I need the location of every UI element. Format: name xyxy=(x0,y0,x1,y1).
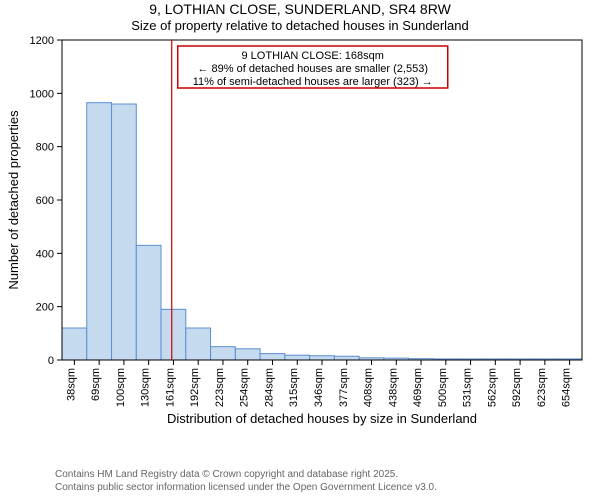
histogram-bar xyxy=(62,328,87,360)
histogram-bar xyxy=(285,355,310,360)
chart-title-2: Size of property relative to detached ho… xyxy=(131,18,469,33)
xtick-label: 100sqm xyxy=(115,368,127,407)
xtick-label: 408sqm xyxy=(363,368,375,407)
footer: Contains HM Land Registry data © Crown c… xyxy=(55,469,437,494)
xtick-label: 315sqm xyxy=(288,368,300,407)
xtick-label: 192sqm xyxy=(189,368,201,407)
ytick-label: 1200 xyxy=(30,35,54,47)
histogram-bar xyxy=(334,356,359,360)
ytick-label: 400 xyxy=(36,248,54,260)
xtick-label: 130sqm xyxy=(140,368,152,407)
xtick-label: 531sqm xyxy=(462,368,474,407)
histogram-bar xyxy=(161,309,186,360)
footer-line-1: Contains HM Land Registry data © Crown c… xyxy=(55,469,437,482)
xtick-label: 284sqm xyxy=(263,368,275,407)
xtick-label: 161sqm xyxy=(164,368,176,407)
xtick-label: 254sqm xyxy=(239,368,251,407)
xtick-label: 562sqm xyxy=(486,368,498,407)
histogram-bar xyxy=(260,354,285,360)
histogram-bar xyxy=(186,328,211,360)
chart-title-1: 9, LOTHIAN CLOSE, SUNDERLAND, SR4 8RW xyxy=(149,1,451,17)
histogram-bar xyxy=(310,356,335,360)
y-axis-label: Number of detached properties xyxy=(6,110,21,290)
histogram-bar xyxy=(112,104,137,360)
histogram-bar xyxy=(136,245,161,360)
xtick-label: 346sqm xyxy=(313,368,325,407)
xtick-label: 654sqm xyxy=(561,368,573,407)
ytick-label: 200 xyxy=(36,302,54,314)
xtick-label: 38sqm xyxy=(65,368,77,401)
histogram-bar xyxy=(211,347,236,360)
ytick-label: 1000 xyxy=(30,88,54,100)
xtick-label: 223sqm xyxy=(214,368,226,407)
footer-line-2: Contains public sector information licen… xyxy=(55,482,437,495)
ytick-label: 800 xyxy=(36,142,54,154)
ytick-label: 0 xyxy=(48,355,54,367)
xtick-label: 69sqm xyxy=(90,368,102,401)
histogram-bar xyxy=(87,103,112,360)
xtick-label: 438sqm xyxy=(387,368,399,407)
xtick-label: 592sqm xyxy=(511,368,523,407)
annotation-line-1: 9 LOTHIAN CLOSE: 168sqm xyxy=(242,50,384,62)
chart-svg: 9, LOTHIAN CLOSE, SUNDERLAND, SR4 8RWSiz… xyxy=(0,0,600,430)
histogram-bar xyxy=(235,349,260,360)
xtick-label: 469sqm xyxy=(412,368,424,407)
xtick-label: 377sqm xyxy=(338,368,350,407)
xtick-label: 623sqm xyxy=(536,368,548,407)
chart-container: 9, LOTHIAN CLOSE, SUNDERLAND, SR4 8RWSiz… xyxy=(0,0,600,500)
x-axis-label: Distribution of detached houses by size … xyxy=(167,411,477,426)
ytick-label: 600 xyxy=(36,195,54,207)
xtick-label: 500sqm xyxy=(437,368,449,407)
annotation-line-2: ← 89% of detached houses are smaller (2,… xyxy=(197,63,428,75)
annotation-line-3: 11% of semi-detached houses are larger (… xyxy=(193,76,433,88)
